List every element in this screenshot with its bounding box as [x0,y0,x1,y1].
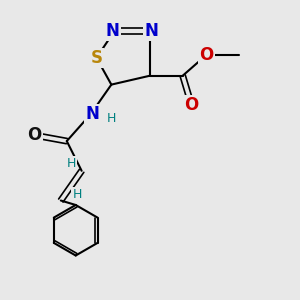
Text: H: H [73,188,82,201]
Text: H: H [107,112,116,125]
Text: O: O [199,46,214,64]
Text: N: N [145,22,158,40]
Text: N: N [106,22,120,40]
Text: H: H [67,157,76,170]
Text: N: N [85,105,99,123]
Text: O: O [184,96,199,114]
Text: O: O [27,126,41,144]
Text: S: S [91,49,103,67]
